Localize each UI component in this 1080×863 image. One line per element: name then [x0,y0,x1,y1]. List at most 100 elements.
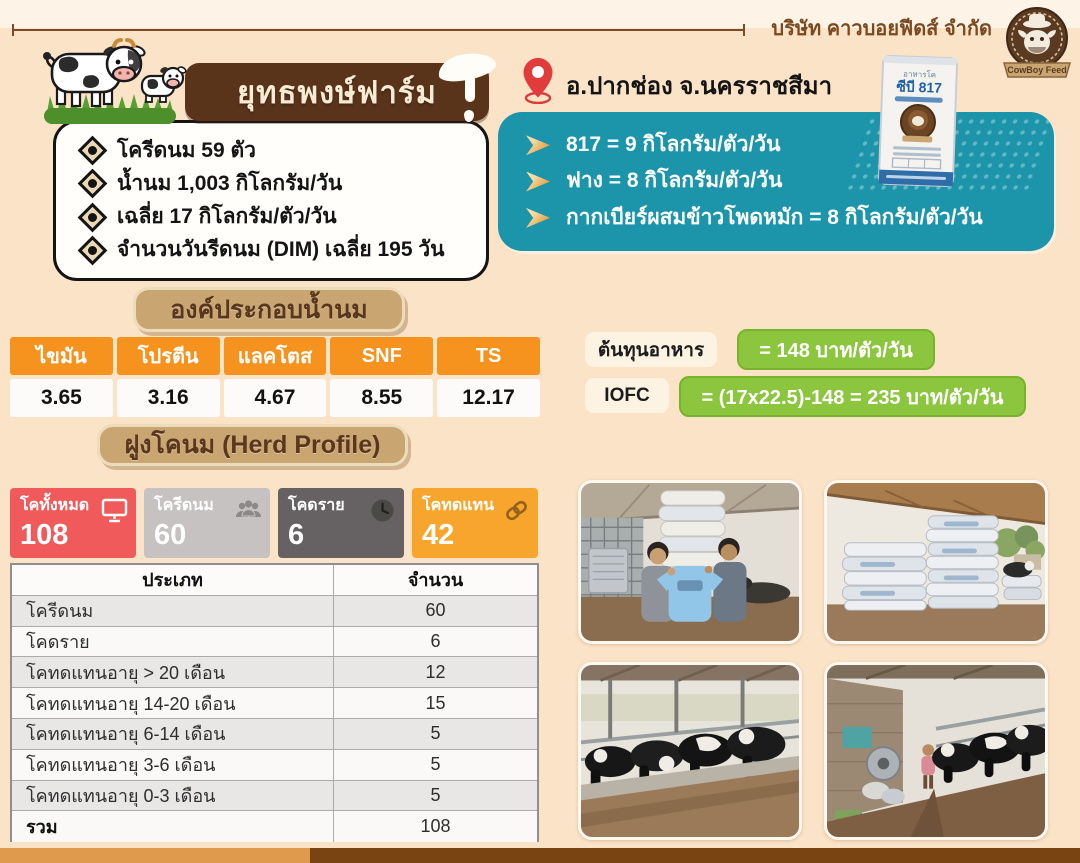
milk-value: 4.67 [223,379,327,417]
herd-table-col-count: จำนวน [407,570,464,591]
chain-link-icon [503,497,530,524]
feed-item-text: ฟาง = 8 กิโลกรัม/ตัว/วัน [566,169,783,193]
table-row: โคทดแทนอายุ > 20 เดือน 12 [12,657,537,689]
table-row: โคทดแทนอายุ 6-14 เดือน 5 [12,718,537,750]
photo-feed-stacks [824,480,1048,644]
herd-table-col-type: ประเภท [12,565,334,595]
feed-item-text: กากเบียร์ผสมข้าวโพดหมัก = 8 กิโลกรัม/ตัว… [566,205,983,229]
farm-stat-row: จำนวนวันรีดนม (DIM) เฉลี่ย 195 วัน [77,235,476,265]
row-count: 5 [430,784,441,805]
arrow-bullet-icon [526,135,550,156]
photo-staff-with-shirt [578,480,802,644]
card-value: 60 [154,519,187,551]
farm-stat-row: เฉลี่ย 17 กิโลกรัม/ตัว/วัน [77,202,476,232]
farm-name: ยุทธพงษ์ฟาร์ม [237,75,437,110]
card-value: 108 [20,519,69,551]
milk-table-values: 3.65 3.16 4.67 8.55 12.17 [10,379,540,417]
herd-table-header-row: ประเภท จำนวน [12,565,537,596]
row-count: 60 [425,600,446,621]
row-type: โคทดแทนอายุ 6-14 เดือน [12,718,334,749]
row-type: โคทดแทนอายุ > 20 เดือน [12,657,334,688]
milk-section-banner: องค์ประกอบน้ำนม [133,287,405,332]
feed-item-row: ฟาง = 8 กิโลกรัม/ตัว/วัน [526,168,1040,194]
farm-stat-text: น้ำนม 1,003 กิโลกรัม/วัน [117,171,343,195]
diamond-bullet-icon [77,202,108,232]
feed-item-row: 817 = 9 กิโลกรัม/ตัว/วัน [526,132,1040,158]
card-label: โครีดนม [154,497,214,514]
row-count: 5 [430,723,441,744]
company-name: บริษัท คาวบอยฟีดส์ จำกัด [771,18,992,40]
milk-table-header: ไขมัน โปรตีน แลคโตส SNF TS [10,337,540,375]
herd-card-dry: โคดราย 6 [278,488,404,558]
row-type: โคทดแทนอายุ 14-20 เดือน [12,688,334,718]
herd-card-replacement: โคทดแทน 42 [412,488,538,558]
farm-location: อ.ปากช่อง จ.นครราชสีมา [566,73,833,100]
feed-cost-label: ต้นทุนอาหาร [585,332,717,367]
photo-cow-row-left [578,662,802,840]
milk-value: 3.65 [10,379,113,417]
bag-product-line: อาหารโค [903,68,936,79]
milk-value: 12.17 [437,379,540,417]
milk-col-header: แลคโตส [223,337,327,375]
row-type: โคทดแทนอายุ 0-3 เดือน [12,780,334,811]
cow-illustration [40,38,192,126]
herd-section-banner: ฝูงโคนม (Herd Profile) [97,424,408,466]
card-value: 6 [288,519,305,551]
row-type: โคดราย [12,626,334,657]
iofc-label: IOFC [585,378,669,413]
people-icon [235,497,262,524]
row-count: 12 [425,661,446,682]
cowboy-feed-logo: CowBoy Feed [1000,5,1074,81]
table-row: โครีดนม 60 [12,595,537,627]
farm-stat-text: โครีดนม 59 ตัว [117,138,256,162]
monitor-icon [101,497,128,524]
diamond-bullet-icon [77,235,108,265]
herd-section-title: ฝูงโคนม (Herd Profile) [124,431,381,459]
milk-drop-decoration [464,110,474,122]
milk-col-header: โปรตีน [116,337,220,375]
total-label: รวม [12,811,334,843]
card-value: 42 [422,519,455,551]
table-row: โคดราย 6 [12,626,537,658]
milk-col-header: ไขมัน [10,337,113,375]
card-label: โคทั้งหมด [20,497,90,514]
milk-section-title: องค์ประกอบน้ำนม [170,295,368,324]
row-count: 5 [430,754,441,775]
herd-card-total: โคทั้งหมด 108 [10,488,136,558]
milk-col-header: SNF [330,337,434,375]
card-label: โคทดแทน [422,497,495,514]
table-row: โคทดแทนอายุ 0-3 เดือน 5 [12,780,537,812]
row-type: โคทดแทนอายุ 3-6 เดือน [12,749,334,780]
feeding-box: 817 = 9 กิโลกรัม/ตัว/วัน ฟาง = 8 กิโลกรั… [498,112,1054,251]
farm-stat-row: น้ำนม 1,003 กิโลกรัม/วัน [77,169,476,199]
farm-stat-text: จำนวนวันรีดนม (DIM) เฉลี่ย 195 วัน [117,237,445,261]
footer-stripe-orange [0,848,310,863]
photo-cow-row-right [824,662,1048,840]
arrow-bullet-icon [526,207,550,228]
iofc-value: = (17x22.5)-148 = 235 บาท/ตัว/วัน [679,376,1026,417]
farm-stat-row: โครีดนม 59 ตัว [77,136,476,166]
logo-ribbon-text: CowBoy Feed [1007,65,1067,75]
farm-stat-text: เฉลี่ย 17 กิโลกรัม/ตัว/วัน [117,204,337,228]
table-row: โคทดแทนอายุ 14-20 เดือน 15 [12,688,537,719]
table-total-row: รวม 108 [12,811,537,843]
row-type: โครีดนม [12,595,334,626]
farm-stats-box: โครีดนม 59 ตัว น้ำนม 1,003 กิโลกรัม/วัน … [53,120,489,281]
feed-item-text: 817 = 9 กิโลกรัม/ตัว/วัน [566,133,781,157]
milk-value: 3.16 [116,379,220,417]
herd-table: ประเภท จำนวน โครีดนม 60 โคดราย 6 โคทดแทน… [10,563,539,843]
row-count: 6 [430,630,441,651]
milk-drip-decoration [465,70,475,102]
feed-cost-value: = 148 บาท/ตัว/วัน [737,329,935,370]
bag-product-name: ซีบี 817 [896,78,942,96]
feed-bag-image: อาหารโค ซีบี 817 [858,48,978,194]
clock-icon [369,497,396,524]
row-count: 15 [425,692,446,713]
card-label: โคดราย [288,497,345,514]
total-count: 108 [420,816,451,837]
arrow-bullet-icon [526,171,550,192]
diamond-bullet-icon [77,136,108,166]
footer-stripe-brown [310,848,1080,863]
herd-card-milking: โครีดนม 60 [144,488,270,558]
